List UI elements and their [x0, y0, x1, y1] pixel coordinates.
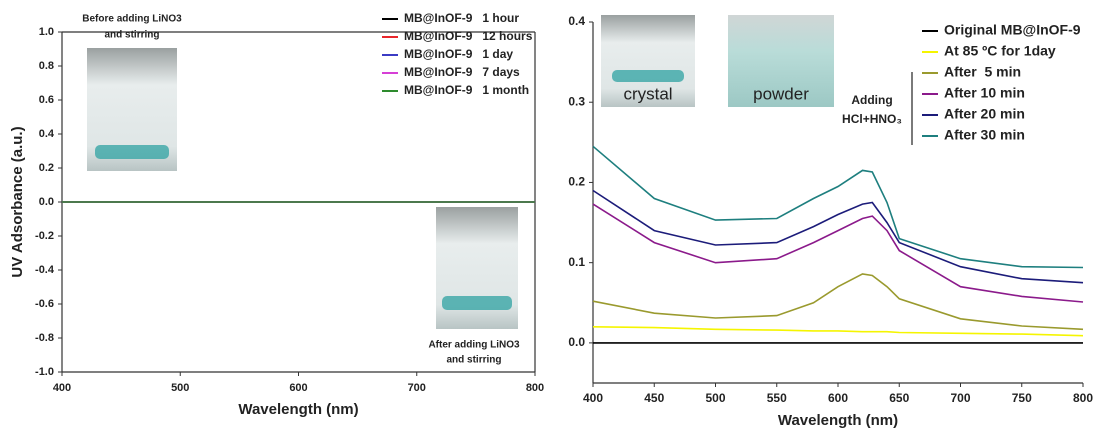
legend-label: MB@InOF-9 7 days — [404, 65, 520, 79]
y-tick-label: 0.0 — [39, 196, 54, 208]
annotation: crystal — [623, 84, 672, 103]
x-tick-label: 600 — [289, 382, 307, 394]
legend-label: MB@InOF-9 1 day — [404, 47, 513, 61]
y-tick-label: 0.1 — [568, 255, 585, 269]
y-tick-label: 0.3 — [568, 94, 585, 108]
legend-label: MB@InOF-9 1 hour — [404, 11, 519, 25]
crystals — [95, 145, 169, 159]
annotation: Adding — [851, 93, 892, 107]
crystals — [442, 296, 512, 310]
x-tick-label: 500 — [705, 391, 725, 405]
x-tick-label: 500 — [171, 382, 189, 394]
x-tick-label: 650 — [889, 391, 909, 405]
legend-label: After 20 min — [944, 106, 1025, 122]
y-tick-label: 0.6 — [39, 94, 54, 106]
annotation: and stirring — [104, 30, 159, 41]
data-line — [592, 189, 1084, 284]
legend-label: MB@InOF-9 1 month — [404, 83, 529, 97]
y-axis-label: UV Adsorbance (a.u.) — [9, 126, 26, 277]
annotation: HCl+HNO₃ — [842, 112, 902, 126]
annotation: powder — [753, 84, 809, 103]
y-tick-label: -0.6 — [35, 298, 54, 310]
y-tick-label: 0.2 — [568, 175, 585, 189]
annotation: After adding LiNO3 — [428, 340, 520, 351]
photos — [87, 15, 913, 329]
legend-label: Original MB@InOF-9 — [944, 22, 1081, 38]
x-tick-label: 450 — [644, 391, 664, 405]
x-axis-label: Wavelength (nm) — [238, 401, 358, 418]
legend-label: At 85 ºC for 1day — [944, 43, 1056, 59]
x-tick-label: 600 — [828, 391, 848, 405]
annotation: and stirring — [446, 355, 501, 366]
y-tick-label: -0.2 — [35, 230, 54, 242]
y-tick-label: 0.4 — [39, 128, 55, 140]
y-tick-label: -1.0 — [35, 366, 54, 378]
data-line — [592, 203, 1084, 303]
legend-label: MB@InOF-9 12 hours — [404, 29, 533, 43]
data-line — [592, 145, 1084, 269]
photo — [436, 207, 518, 329]
x-axis-label: Wavelength (nm) — [778, 412, 898, 429]
x-tick-label: 550 — [767, 391, 787, 405]
x-tick-label: 750 — [1012, 391, 1032, 405]
photo — [728, 15, 834, 107]
crystals — [612, 70, 684, 82]
y-tick-label: -0.8 — [35, 332, 54, 344]
photo — [601, 15, 695, 107]
x-tick-label: 400 — [53, 382, 71, 394]
y-tick-label: 1.0 — [39, 26, 54, 38]
data-line — [592, 273, 1084, 331]
y-tick-label: 0.2 — [39, 162, 54, 174]
legend-label: After 30 min — [944, 127, 1025, 143]
x-tick-label: 400 — [583, 391, 603, 405]
x-tick-label: 800 — [526, 382, 544, 394]
y-tick-label: 0.8 — [39, 60, 54, 72]
x-tick-label: 800 — [1073, 391, 1093, 405]
y-tick-label: -0.4 — [35, 264, 55, 276]
legend-label: After 5 min — [944, 64, 1021, 80]
x-tick-label: 700 — [408, 382, 426, 394]
x-tick-label: 700 — [950, 391, 970, 405]
annotation: Before adding LiNO3 — [82, 14, 182, 25]
legend-label: After 10 min — [944, 85, 1025, 101]
y-tick-label: 0.0 — [568, 335, 585, 349]
y-tick-label: 0.4 — [568, 14, 585, 28]
data-line — [592, 326, 1084, 337]
